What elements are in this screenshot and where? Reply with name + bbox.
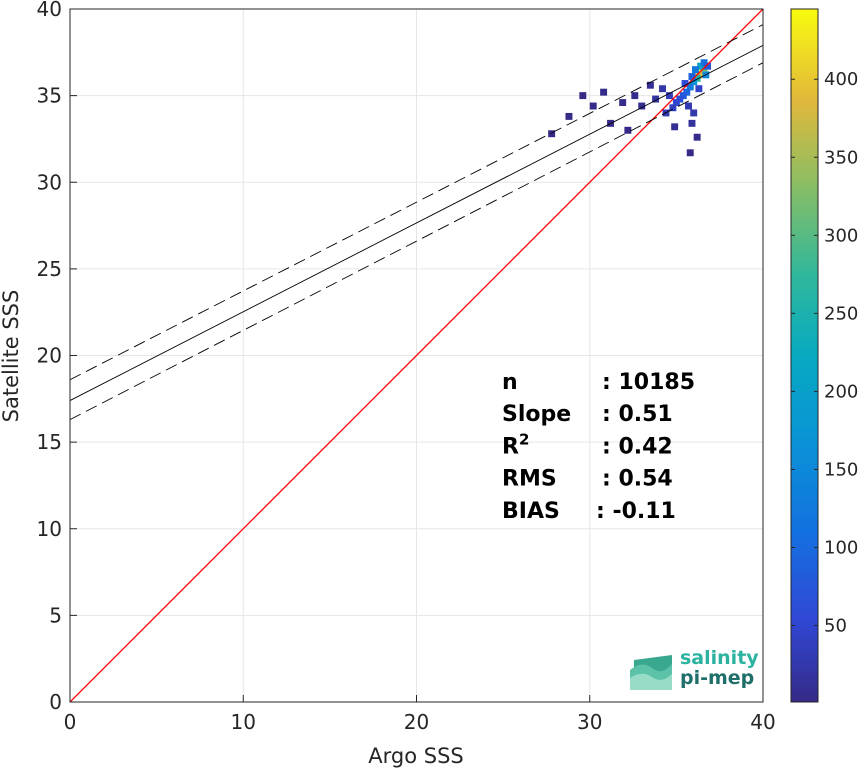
density-cell	[690, 109, 698, 117]
stat-label: n	[502, 370, 518, 395]
colorbar	[790, 8, 819, 703]
density-cell	[690, 78, 698, 86]
density-cell	[693, 74, 701, 82]
density-cell	[691, 66, 699, 74]
density-cell	[688, 119, 696, 127]
stat-value: : 0.42	[602, 434, 673, 459]
density-cell	[686, 149, 694, 157]
density-cell	[693, 133, 701, 141]
logo: salinity pi-mep	[630, 647, 759, 690]
y-tick-label: 10	[37, 517, 62, 541]
y-tick-label: 0	[49, 690, 62, 714]
logo-text-pimep: pi-mep	[680, 667, 754, 689]
regression-line	[70, 44, 763, 401]
density-cell	[686, 83, 694, 91]
x-tick-label: 30	[577, 710, 602, 734]
density-cell	[685, 102, 692, 110]
stat-label: R2	[502, 430, 529, 459]
density-cell	[619, 99, 627, 107]
x-tick-label: 10	[231, 710, 256, 734]
stat-value: : -0.11	[596, 499, 676, 524]
density-cell	[631, 92, 639, 100]
density-cell	[600, 88, 608, 96]
fit-lines	[70, 9, 763, 702]
density-cell	[624, 126, 632, 134]
y-tick-label: 15	[37, 430, 62, 454]
regression-bound-line	[70, 24, 763, 381]
x-tick-label: 20	[404, 710, 429, 734]
stat-label: BIAS	[502, 499, 560, 524]
stats-box: n : 10185 Slope : 0.51 R2 : 0.42 RMS : 0.54 BIAS…	[502, 370, 695, 524]
colorbar-tick-label: 50	[824, 616, 847, 637]
stat-value: : 0.51	[602, 402, 673, 427]
y-tick-label: 5	[49, 603, 62, 627]
x-tick-label: 40	[750, 710, 775, 734]
stat-label: Slope	[502, 402, 571, 427]
density-cell	[681, 80, 689, 87]
y-tick-label: 35	[37, 84, 62, 108]
logo-waves-icon	[630, 655, 672, 690]
density-cell	[679, 92, 687, 100]
y-tick-label: 40	[37, 0, 62, 21]
stat-value: : 10185	[602, 370, 695, 395]
colorbar-tick-label: 250	[824, 303, 858, 324]
colorbar-tick-label: 350	[824, 147, 858, 168]
y-axis-label: Satellite SSS	[0, 290, 23, 423]
y-tick-label: 20	[37, 344, 62, 368]
identity-line	[70, 9, 763, 702]
stat-label: RMS	[502, 467, 557, 492]
density-cell	[671, 123, 679, 131]
colorbar-tick-label: 200	[824, 381, 858, 402]
density-cell	[646, 81, 654, 89]
y-tick-label: 25	[37, 257, 62, 281]
density-cell	[659, 85, 666, 93]
y-tick-label: 30	[37, 170, 62, 194]
plot-frame	[69, 8, 764, 703]
density-cell	[695, 85, 703, 93]
density-cell	[672, 99, 680, 107]
colorbar-tick-label: 150	[824, 459, 858, 480]
logo-text-salinity: salinity	[680, 647, 759, 669]
colorbar-tick-label: 100	[824, 537, 858, 558]
density-cell	[565, 112, 573, 120]
density-cell	[688, 73, 696, 81]
regression-bound-line	[70, 62, 763, 421]
x-tick-label: 0	[64, 710, 77, 734]
density-cell	[548, 130, 556, 138]
x-tick-labels: 0 10 20 30 40	[64, 710, 776, 734]
density-cell	[669, 104, 677, 112]
colorbar-tick-label: 400	[824, 69, 858, 90]
density-cell	[589, 102, 597, 110]
density-cell	[638, 102, 646, 110]
density-cell	[704, 62, 712, 70]
colorbar-ticks: 50 100 150 200 250 300 350 400	[791, 69, 858, 637]
y-tick-labels: 0 5 10 15 20 25 30 35 40	[37, 0, 62, 714]
density-cell	[652, 95, 660, 103]
density-cell	[579, 92, 587, 100]
stat-value: : 0.54	[602, 467, 673, 492]
x-axis-label: Argo SSS	[368, 744, 463, 768]
density-cell	[665, 92, 673, 100]
colorbar-tick-label: 300	[824, 225, 858, 246]
